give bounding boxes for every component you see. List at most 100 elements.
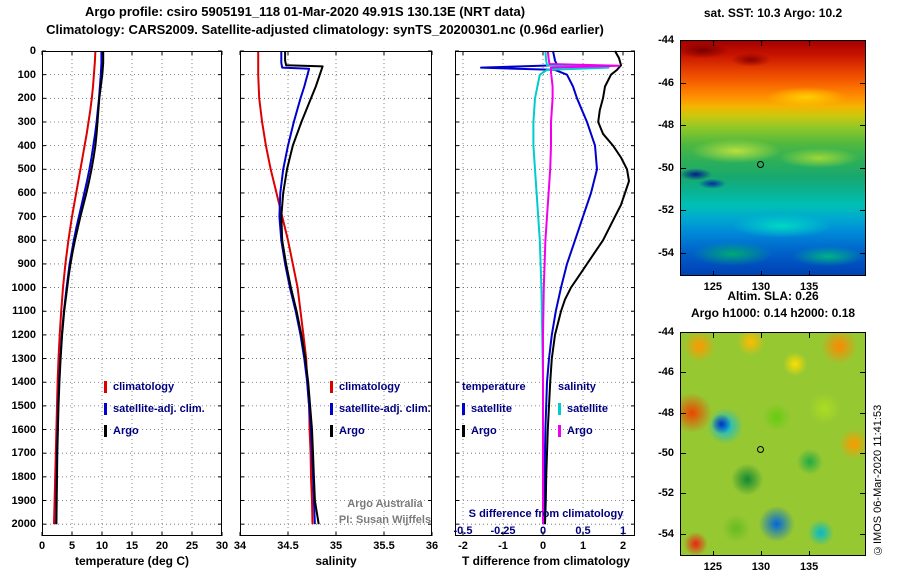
map-tick-mark [860, 252, 865, 254]
legend-label-argo-t: Argo [471, 425, 497, 437]
argo-australia-note: Argo Australia PI: Susan Wijffels [285, 496, 485, 528]
argo-t-line-swatch [462, 425, 465, 437]
y-tick-label: 300 [17, 115, 36, 128]
argo-line-swatch [330, 425, 333, 437]
s-difference-axis-label: S difference from climatology [468, 508, 624, 520]
t-difference-axis-label: T difference from climatology [461, 554, 631, 568]
map-x-tick-label: 125 [703, 561, 722, 573]
map-y-tick-label: -52 [658, 204, 674, 217]
x-tick-label: 35.5 [373, 540, 395, 552]
y-tick-label: 900 [17, 257, 36, 270]
y-tick-label: 0 [29, 45, 36, 57]
map-tick-mark [681, 125, 686, 127]
map-tick-mark [681, 372, 686, 374]
y-tick-label: 400 [17, 139, 36, 152]
legend-item-satellite-adj-clim: satellite-adj. clim. [330, 398, 431, 420]
legend-item-climatology: climatology [330, 376, 431, 398]
sst-map-title: sat. SST: 10.3 Argo: 10.2 [703, 6, 843, 20]
map-tick-mark [860, 412, 865, 414]
x-tick-label: 1 [579, 540, 587, 552]
y-tick-label: 1800 [11, 470, 36, 483]
legend-difference-temperature: temperature satellite Argo [462, 376, 526, 442]
y-tick-label: 100 [17, 68, 36, 81]
satellite-adj-clim-line-swatch [330, 403, 333, 415]
map-x-tick-label: 135 [799, 281, 819, 293]
map-tick-mark [681, 412, 686, 414]
legend-item-satellite-t: satellite [462, 398, 526, 420]
argo-australia-line: Argo Australia [347, 498, 423, 510]
s-tick-label: 0.5 [575, 525, 591, 537]
x-tick-label: 0 [38, 540, 46, 552]
map-tick-mark [681, 82, 686, 84]
legend-label-argo-s: Argo [567, 425, 593, 437]
difference-profile-plot [455, 50, 635, 536]
argo-float-location-marker [757, 446, 765, 454]
y-tick-label: 500 [17, 163, 36, 176]
map-tick-mark [860, 40, 865, 41]
map-tick-mark [681, 210, 686, 212]
satellite-s-line-swatch [558, 403, 561, 415]
figure-title-line2: Climatology: CARS2009. Satellite-adjuste… [46, 22, 604, 37]
map-tick-mark [681, 252, 686, 254]
map-tick-mark [860, 125, 865, 127]
salinity-axis-label: salinity [315, 554, 357, 568]
y-tick-label: 1600 [11, 423, 36, 436]
legend-item-argo-t: Argo [462, 420, 526, 442]
legend-difference-salinity: salinity satellite Argo [558, 376, 608, 442]
map-y-tick-label: -50 [658, 161, 674, 174]
legend-header-salinity: salinity [558, 381, 596, 393]
map-tick-mark [681, 332, 686, 333]
figure-title-line1: Argo profile: csiro 5905191_118 01-Mar-2… [84, 4, 526, 19]
y-tick-label: 700 [17, 210, 36, 223]
x-tick-label: 5 [68, 540, 76, 552]
climatology-line-swatch [104, 381, 107, 393]
map-tick-mark [760, 333, 762, 338]
temperature-profile-plot [41, 50, 223, 536]
map-y-tick-label: -50 [658, 447, 674, 460]
x-tick-label: 2 [619, 540, 627, 552]
legend-label-satellite-s: satellite [567, 403, 608, 415]
map-tick-mark [860, 372, 865, 374]
legend-label-climatology: climatology [113, 381, 175, 393]
map-tick-mark [860, 167, 865, 169]
map-tick-mark [860, 493, 865, 495]
map-tick-mark [860, 210, 865, 212]
s-tick-label: 1 [619, 525, 627, 537]
y-tick-label: 2000 [11, 518, 36, 531]
map-y-tick-label: -54 [658, 246, 674, 259]
y-tick-label: 800 [17, 234, 36, 247]
climatology-line-swatch [330, 381, 333, 393]
sla-title-line1: Altim. SLA: 0.26 [727, 289, 819, 303]
y-tick-label: 1500 [11, 399, 36, 412]
map-tick-mark [860, 453, 865, 455]
series-line-temperature-satellite [480, 50, 598, 525]
series-line-argo [55, 51, 105, 525]
x-tick-label: -1 [498, 540, 508, 552]
series-line-salinity-argo [542, 50, 620, 525]
map-x-tick-label: 130 [751, 561, 771, 573]
map-tick-mark [809, 333, 811, 338]
x-tick-label: 35 [329, 540, 343, 552]
x-tick-label: 0 [539, 540, 547, 552]
legend-item-climatology: climatology [104, 376, 205, 398]
map-tick-mark [681, 533, 686, 535]
temperature-axis-label: temperature (deg C) [74, 554, 190, 568]
map-tick-mark [809, 271, 811, 276]
map-tick-mark [760, 271, 762, 276]
sst-map-image [680, 40, 866, 276]
map-y-tick-label: -54 [658, 527, 674, 540]
map-tick-mark [681, 493, 686, 495]
map-y-tick-label: -48 [658, 406, 674, 419]
x-tick-label: 10 [95, 540, 109, 552]
legend-label-climatology: climatology [339, 381, 401, 393]
x-tick-label: 25 [185, 540, 199, 552]
map-tick-mark [681, 453, 686, 455]
map-y-tick-label: -46 [658, 76, 674, 89]
sla-map-image [680, 332, 866, 556]
map-tick-mark [712, 333, 714, 338]
sla-title-line2: Argo h1000: 0.14 h2000: 0.18 [690, 306, 856, 320]
map-tick-mark [712, 41, 714, 46]
x-tick-label: 20 [155, 540, 169, 552]
s-tick-label: 0 [539, 525, 547, 537]
legend-label-satellite-t: satellite [471, 403, 512, 415]
